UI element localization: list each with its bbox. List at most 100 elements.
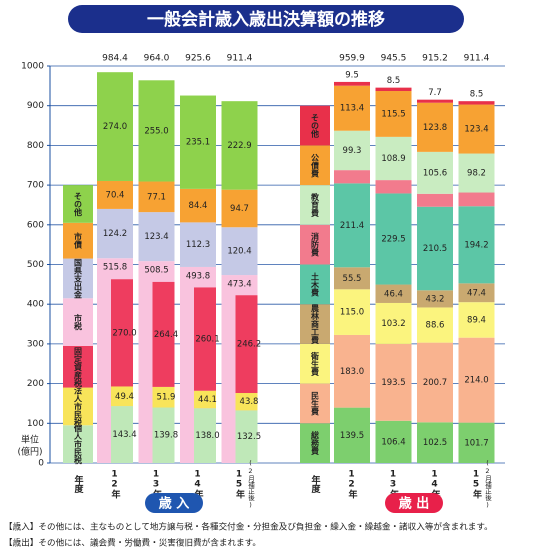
bar-segment xyxy=(334,81,370,86)
value-label: 200.7 xyxy=(423,378,447,388)
total-label: 911.4 xyxy=(464,54,490,64)
bar-segment xyxy=(334,334,370,408)
y-tick-label: 1000 xyxy=(21,62,44,72)
bar-segment xyxy=(180,222,216,267)
bar-segment xyxy=(334,289,370,335)
legend-swatch xyxy=(63,387,93,426)
legend-swatch xyxy=(300,105,330,146)
value-label: 138.0 xyxy=(195,431,219,441)
value-label: 132.5 xyxy=(237,432,261,442)
bar-segment xyxy=(334,183,370,268)
bar-segment xyxy=(334,267,370,290)
value-label: 49.4 xyxy=(115,392,134,402)
bar-segment xyxy=(458,153,495,193)
bar-segment xyxy=(375,193,412,285)
value-label: 9.5 xyxy=(345,70,359,80)
value-label: 139.8 xyxy=(154,431,178,441)
legend-swatch xyxy=(300,304,330,344)
group-button xyxy=(385,493,443,513)
value-label: 8.5 xyxy=(387,76,401,86)
legend-label: 農林商工費 xyxy=(311,303,320,345)
y-tick-label: 300 xyxy=(27,339,44,349)
bar-segment xyxy=(417,342,453,423)
value-label: 113.4 xyxy=(340,104,364,114)
value-label: 43.2 xyxy=(426,294,445,304)
bar-segment xyxy=(458,192,495,207)
value-label: 473.4 xyxy=(227,280,251,290)
value-label: 123.4 xyxy=(464,125,488,135)
y-tick-label: 600 xyxy=(27,220,44,230)
value-label: 222.9 xyxy=(227,141,251,151)
group-button xyxy=(145,493,203,513)
legend-swatch xyxy=(63,425,93,463)
bar-segment xyxy=(138,80,175,182)
value-label: 112.3 xyxy=(186,240,210,250)
legend-label: 教育費 xyxy=(310,192,320,218)
bar-segment xyxy=(180,95,216,189)
y-tick-label: 900 xyxy=(27,101,44,111)
bar-segment xyxy=(138,212,175,262)
value-label: 193.5 xyxy=(381,378,405,388)
bar-segment xyxy=(458,101,495,105)
y-label: 単位 xyxy=(21,434,39,446)
x-tick-note: (2月補正後) xyxy=(484,459,492,509)
legend-label: 総務費 xyxy=(310,430,320,456)
bar-segment xyxy=(458,302,495,338)
total-label: 964.0 xyxy=(144,54,170,64)
legend-swatch xyxy=(63,258,93,299)
value-label: 84.4 xyxy=(189,201,208,211)
bar-segment xyxy=(417,290,453,308)
y-tick-label: 800 xyxy=(27,141,44,151)
bar-segment xyxy=(111,406,133,463)
legend-swatch xyxy=(300,145,330,186)
value-label: 124.2 xyxy=(103,229,127,239)
bar-segment xyxy=(194,390,216,409)
value-label: 106.4 xyxy=(381,437,405,447)
bar-segment xyxy=(458,104,495,154)
legend-swatch xyxy=(300,423,330,463)
value-label: 515.8 xyxy=(103,263,127,273)
bar-segment xyxy=(111,386,133,407)
legend-label: 消防費 xyxy=(311,232,320,258)
value-label: 99.3 xyxy=(343,146,362,156)
bar-segment xyxy=(375,284,412,303)
legend-label: 衛生費 xyxy=(311,351,320,377)
value-label: 139.5 xyxy=(340,431,364,441)
y-tick-label: 200 xyxy=(27,379,44,389)
bar-segment xyxy=(235,295,258,394)
legend-swatch xyxy=(300,264,330,305)
legend-label: 公債費 xyxy=(311,153,320,178)
x-tick-label: 14年 xyxy=(430,470,441,500)
chart-title: 一般会計歳入歳出決算額の推移 xyxy=(147,9,385,30)
bar-segment xyxy=(417,307,453,343)
bar-segment xyxy=(458,422,495,463)
y-tick-label: 700 xyxy=(27,181,44,191)
value-label: 77.1 xyxy=(147,192,166,202)
x-tick-note: (2月補正後) xyxy=(247,459,255,509)
y-tick-label: 100 xyxy=(27,419,44,429)
value-label: 8.5 xyxy=(470,90,484,100)
bar-segment xyxy=(235,393,258,411)
bar-segment xyxy=(334,170,370,184)
bar-segment xyxy=(235,410,258,463)
value-label: 143.4 xyxy=(112,430,136,440)
group-label: 歳 出 xyxy=(399,496,430,512)
group-label: 歳 入 xyxy=(159,496,190,512)
total-label: 984.4 xyxy=(102,54,128,64)
x-tick-label: 14年 xyxy=(193,470,204,500)
bar-segment xyxy=(334,85,370,131)
bar-segment xyxy=(375,343,412,421)
bar-segment xyxy=(417,193,453,207)
bar-segment xyxy=(375,180,412,194)
total-label: 925.6 xyxy=(185,54,211,64)
bar-segment xyxy=(194,408,216,463)
x-tick-label: 12年 xyxy=(110,470,121,500)
x-tick-label: 13年 xyxy=(151,470,162,500)
value-label: 44.1 xyxy=(198,395,217,405)
bar-segment xyxy=(152,407,175,463)
value-label: 47.4 xyxy=(467,288,486,298)
value-label: 211.4 xyxy=(340,221,364,231)
note: 【歳入】その他には、主なものとして地方譲与税・各種交付金・分担金及び負担金・繰入… xyxy=(4,521,493,533)
bar-segment xyxy=(375,91,412,137)
